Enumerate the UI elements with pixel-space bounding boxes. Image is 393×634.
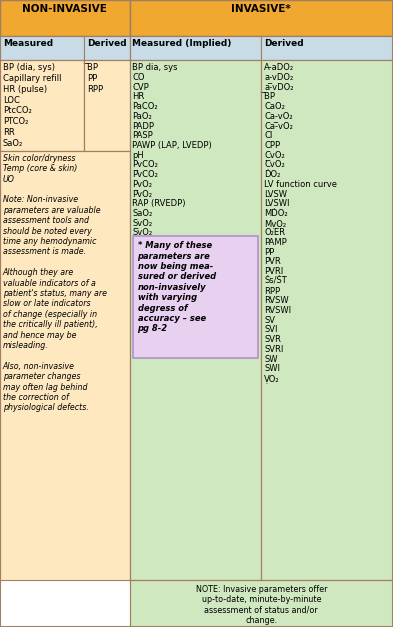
Text: P̅vO₂: P̅vO₂	[132, 190, 152, 198]
Text: HR: HR	[132, 93, 145, 101]
Text: PADP: PADP	[132, 122, 154, 131]
Bar	[0, 151, 130, 579]
Text: Capillary refill: Capillary refill	[3, 74, 61, 83]
Text: RR: RR	[3, 128, 15, 137]
Bar	[130, 579, 393, 626]
Text: Ca-vO₂: Ca-vO₂	[264, 112, 293, 121]
Text: LVSWI: LVSWI	[264, 199, 290, 208]
Text: CPP: CPP	[264, 141, 280, 150]
Text: MṿO₂: MṿO₂	[264, 219, 286, 228]
Text: a-vDO₂: a-vDO₂	[264, 73, 293, 82]
Text: SaO₂: SaO₂	[3, 139, 23, 148]
Text: ̅BP: ̅BP	[264, 93, 275, 101]
Bar	[0, 60, 84, 151]
Text: SV: SV	[264, 316, 275, 325]
Text: PAWP (LAP, LVEDP): PAWP (LAP, LVEDP)	[132, 141, 212, 150]
Text: S̅vO₂: S̅vO₂	[132, 228, 152, 237]
Text: PP: PP	[264, 248, 274, 257]
Text: PvO₂: PvO₂	[132, 180, 152, 189]
Text: Measured (Implied): Measured (Implied)	[132, 39, 232, 48]
Text: SVI: SVI	[264, 325, 277, 335]
Text: ḊO₂: ḊO₂	[264, 170, 281, 179]
Text: BP dia, sys: BP dia, sys	[132, 63, 178, 72]
Text: NOTE: Invasive parameters offer
up-to-date, minute-by-minute
assessment of statu: NOTE: Invasive parameters offer up-to-da…	[196, 585, 327, 624]
Text: PASP: PASP	[132, 131, 153, 140]
Text: Ṡs/ṠT: Ṡs/ṠT	[264, 277, 287, 286]
Text: PTCO₂: PTCO₂	[3, 117, 28, 126]
Bar	[130, 0, 393, 36]
Bar	[0, 36, 84, 60]
Text: ṾO₂: ṾO₂	[264, 374, 280, 383]
Bar	[130, 60, 261, 579]
Text: NON-INVASIVE: NON-INVASIVE	[22, 4, 107, 14]
Text: a-̅vDO₂: a-̅vDO₂	[264, 82, 294, 92]
Bar	[261, 36, 393, 60]
Text: RPP: RPP	[87, 85, 103, 94]
Text: CI: CI	[264, 131, 272, 140]
Text: CaO₂: CaO₂	[264, 102, 285, 111]
Text: Derived: Derived	[87, 39, 127, 48]
Text: PtcCO₂: PtcCO₂	[3, 107, 31, 115]
Text: PVR: PVR	[264, 257, 281, 266]
Text: SvO₂: SvO₂	[132, 219, 152, 228]
Text: LVSW: LVSW	[264, 190, 287, 198]
Bar	[0, 0, 130, 36]
Text: SW: SW	[264, 354, 277, 364]
Text: RAP (RVEDP): RAP (RVEDP)	[132, 199, 186, 208]
Bar	[84, 36, 130, 60]
Bar	[84, 60, 130, 151]
Text: SWI: SWI	[264, 365, 280, 373]
Text: Measured: Measured	[3, 39, 53, 48]
Text: Ca-̅vO₂: Ca-̅vO₂	[264, 122, 293, 131]
Text: CVP: CVP	[132, 82, 149, 92]
Text: PaCO₂: PaCO₂	[132, 102, 158, 111]
Text: RPP: RPP	[264, 287, 280, 295]
Text: MḊO₂: MḊO₂	[264, 209, 288, 218]
Text: LOC: LOC	[3, 96, 20, 105]
Text: Skin color/dryness
Temp (core & skin)
UO

Note: Non-invasive
parameters are valu: Skin color/dryness Temp (core & skin) UO…	[3, 154, 107, 413]
Text: PvCO₂: PvCO₂	[132, 160, 158, 169]
Text: PP: PP	[87, 74, 97, 83]
Text: SVR: SVR	[264, 335, 281, 344]
Bar	[133, 236, 258, 358]
Text: CO: CO	[132, 73, 145, 82]
Text: SVRI: SVRI	[264, 345, 283, 354]
Text: INVASIVE*: INVASIVE*	[231, 4, 291, 14]
Text: P̅vCO₂: P̅vCO₂	[132, 170, 158, 179]
Text: RVSW: RVSW	[264, 296, 289, 306]
Bar	[261, 60, 393, 579]
Text: * Many of these
parameters are
now being mea-
sured or derived
non-invasively
wi: * Many of these parameters are now being…	[138, 241, 216, 333]
Text: RVSWI: RVSWI	[264, 306, 291, 315]
Text: HR (pulse): HR (pulse)	[3, 85, 47, 94]
Text: ̅BP: ̅BP	[87, 63, 98, 72]
Text: O₂ER: O₂ER	[264, 228, 285, 237]
Bar	[130, 36, 261, 60]
Text: PaO₂: PaO₂	[132, 112, 152, 121]
Text: pH: pH	[132, 151, 144, 160]
Text: CvO₂: CvO₂	[264, 151, 285, 160]
Text: LV function curve: LV function curve	[264, 180, 337, 189]
Text: BP (dia, sys): BP (dia, sys)	[3, 63, 55, 72]
Text: A-aDO₂: A-aDO₂	[264, 63, 294, 72]
Text: Derived: Derived	[264, 39, 304, 48]
Text: SaO₂: SaO₂	[132, 209, 153, 218]
Text: C̅vO₂: C̅vO₂	[264, 160, 285, 169]
Text: PAMP: PAMP	[264, 238, 287, 247]
Text: PVRI: PVRI	[264, 267, 283, 276]
